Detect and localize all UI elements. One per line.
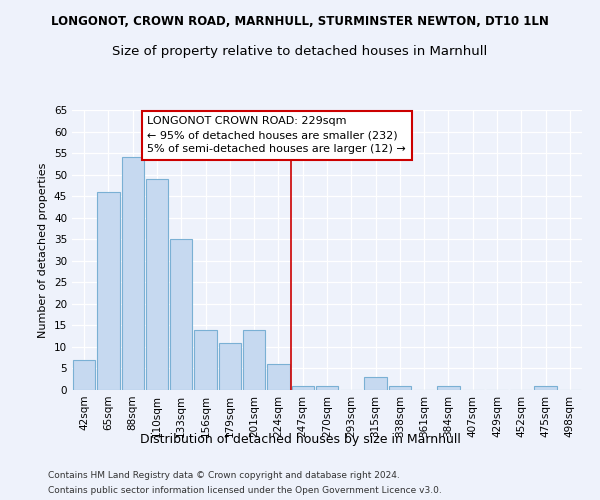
Bar — [218, 342, 241, 390]
Bar — [170, 239, 193, 390]
Text: Size of property relative to detached houses in Marnhull: Size of property relative to detached ho… — [112, 45, 488, 58]
Bar — [122, 158, 144, 390]
Bar — [194, 330, 217, 390]
Text: Contains public sector information licensed under the Open Government Licence v3: Contains public sector information licen… — [48, 486, 442, 495]
Bar — [97, 192, 119, 390]
Bar — [389, 386, 411, 390]
Bar — [73, 360, 95, 390]
Y-axis label: Number of detached properties: Number of detached properties — [38, 162, 49, 338]
Text: LONGONOT, CROWN ROAD, MARNHULL, STURMINSTER NEWTON, DT10 1LN: LONGONOT, CROWN ROAD, MARNHULL, STURMINS… — [51, 15, 549, 28]
Bar — [146, 179, 168, 390]
Text: Distribution of detached houses by size in Marnhull: Distribution of detached houses by size … — [140, 432, 460, 446]
Bar — [267, 364, 290, 390]
Text: Contains HM Land Registry data © Crown copyright and database right 2024.: Contains HM Land Registry data © Crown c… — [48, 471, 400, 480]
Bar — [243, 330, 265, 390]
Bar — [364, 377, 387, 390]
Bar — [437, 386, 460, 390]
Text: LONGONOT CROWN ROAD: 229sqm
← 95% of detached houses are smaller (232)
5% of sem: LONGONOT CROWN ROAD: 229sqm ← 95% of det… — [147, 116, 406, 154]
Bar — [292, 386, 314, 390]
Bar — [316, 386, 338, 390]
Bar — [535, 386, 557, 390]
